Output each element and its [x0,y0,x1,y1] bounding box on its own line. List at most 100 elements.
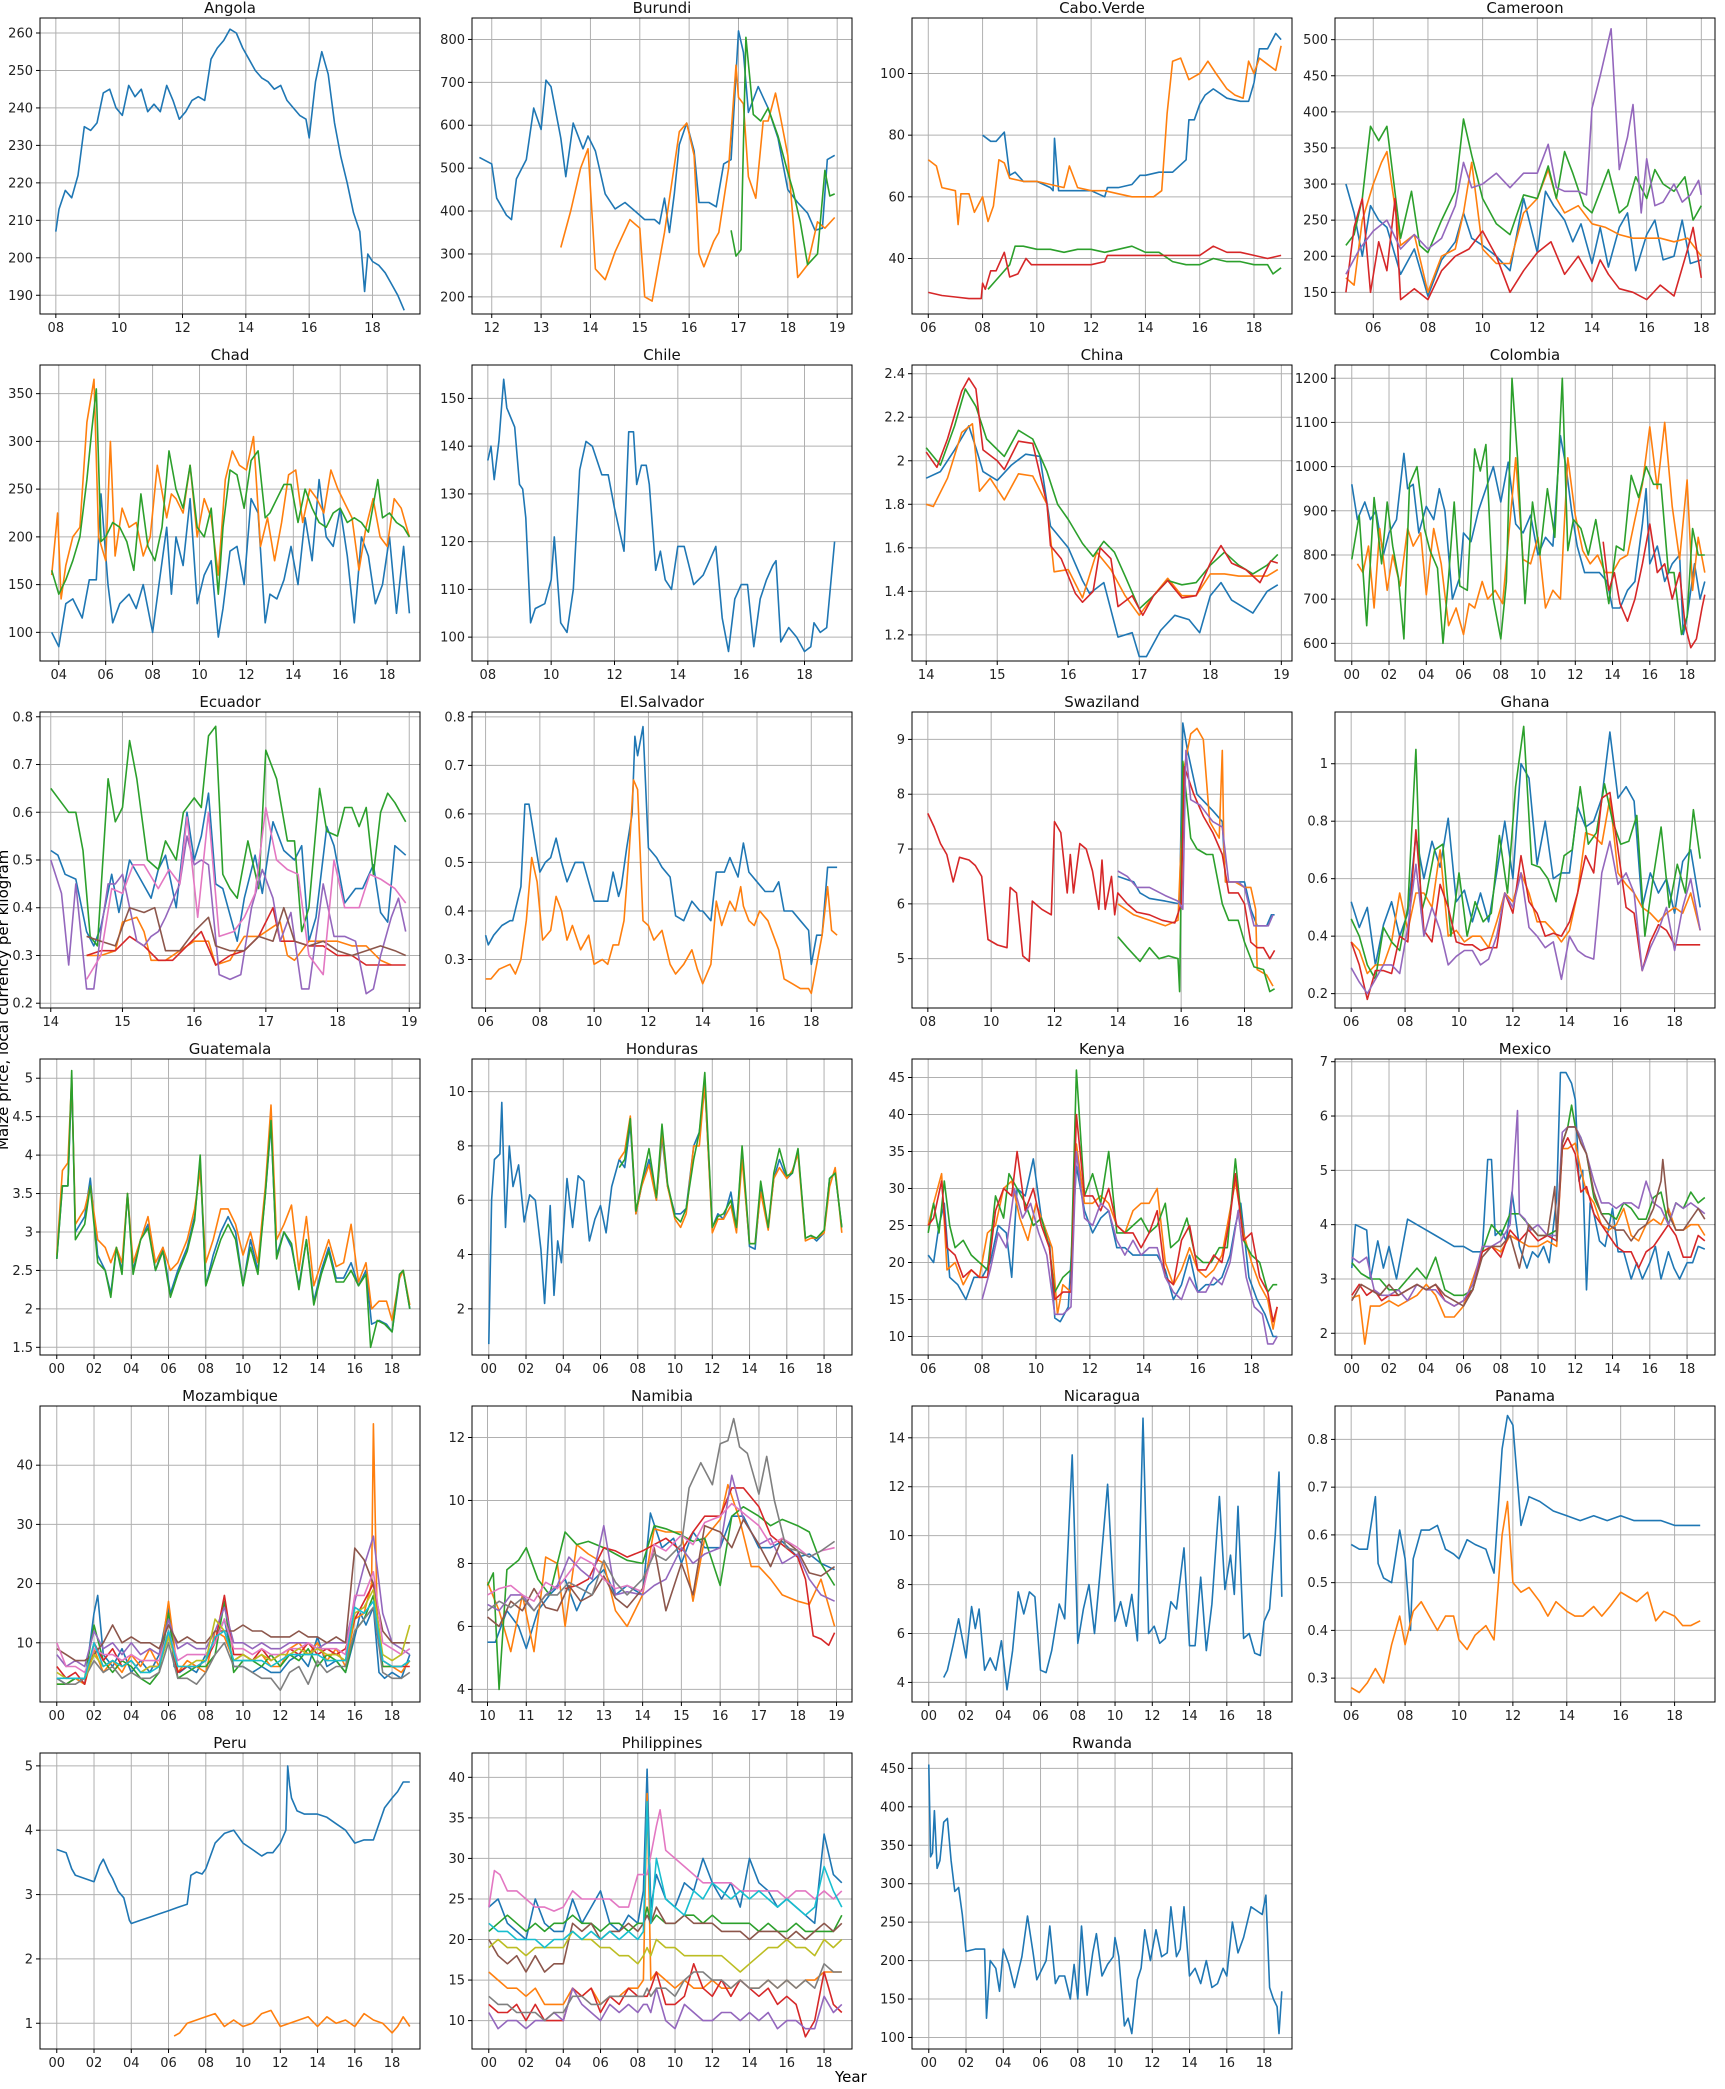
svg-text:08: 08 [1420,321,1437,336]
svg-text:30: 30 [448,1852,465,1867]
svg-text:08: 08 [630,1362,647,1377]
svg-text:0.3: 0.3 [12,949,33,964]
svg-text:130: 130 [440,487,465,502]
svg-text:18: 18 [1666,1015,1683,1030]
svg-text:06: 06 [1032,2056,1049,2071]
svg-text:12: 12 [1529,321,1546,336]
svg-text:08: 08 [144,668,161,683]
svg-text:12: 12 [1567,668,1584,683]
subplot-title: Namibia [631,1387,693,1405]
svg-text:04: 04 [1418,668,1435,683]
svg-text:40: 40 [888,1108,905,1123]
svg-text:300: 300 [440,247,465,262]
svg-text:08: 08 [1070,1709,1087,1724]
svg-text:190: 190 [8,289,33,304]
svg-text:7: 7 [897,843,905,858]
svg-text:12: 12 [704,2056,721,2071]
svg-text:08: 08 [1493,668,1510,683]
svg-text:250: 250 [8,483,33,498]
subplot-title: Rwanda [1072,1734,1132,1752]
svg-text:500: 500 [1303,33,1328,48]
svg-text:0.8: 0.8 [444,710,465,725]
svg-text:06: 06 [477,1015,494,1030]
svg-text:02: 02 [86,1709,103,1724]
svg-text:1: 1 [1320,757,1328,772]
svg-text:6: 6 [457,1620,465,1635]
svg-text:02: 02 [86,1362,103,1377]
svg-text:35: 35 [448,1811,465,1826]
svg-text:45: 45 [888,1071,905,1086]
svg-text:14: 14 [309,2056,326,2071]
svg-text:2.5: 2.5 [12,1264,33,1279]
svg-text:14: 14 [42,1015,59,1030]
svg-text:40: 40 [16,1459,33,1474]
svg-text:25: 25 [448,1892,465,1907]
svg-text:2: 2 [897,454,905,469]
subplot-title: Ecuador [199,693,261,711]
svg-text:14: 14 [741,1362,758,1377]
svg-text:300: 300 [8,435,33,450]
svg-text:800: 800 [440,33,465,48]
svg-text:14: 14 [309,1709,326,1724]
svg-text:1.5: 1.5 [12,1341,33,1356]
svg-text:04: 04 [995,1709,1012,1724]
svg-text:14: 14 [1181,1709,1198,1724]
svg-text:14: 14 [670,668,687,683]
subplot-chile: Chile 08 10 12 14 16 18 100 110 120 130 140 150 [440,346,862,692]
svg-text:14: 14 [582,321,599,336]
svg-text:4: 4 [897,1676,905,1691]
svg-text:16: 16 [186,1015,203,1030]
svg-text:18: 18 [1246,321,1263,336]
svg-text:8: 8 [457,1557,465,1572]
svg-text:100: 100 [440,631,465,646]
svg-text:12: 12 [606,668,623,683]
svg-text:16: 16 [301,321,318,336]
svg-text:02: 02 [86,2056,103,2071]
svg-text:0.5: 0.5 [1307,1576,1328,1591]
svg-text:10: 10 [191,668,208,683]
svg-text:16: 16 [1642,668,1659,683]
svg-text:13: 13 [596,1709,613,1724]
svg-text:30: 30 [888,1182,905,1197]
svg-text:10: 10 [1451,1015,1468,1030]
figure-y-axis-label: Maize price, local currency per kilogram [0,849,12,1150]
svg-text:1.2: 1.2 [884,628,905,643]
subplot-title: Nicaragua [1064,1387,1140,1405]
svg-text:150: 150 [880,1993,905,2008]
svg-text:200: 200 [8,251,33,266]
svg-text:04: 04 [555,1362,572,1377]
svg-text:400: 400 [1303,105,1328,120]
subplot-title: Panama [1495,1387,1555,1405]
subplot-swaziland: Swaziland 08 10 12 14 16 18 5 6 7 8 9 [897,693,1302,1039]
svg-text:16: 16 [347,1362,364,1377]
svg-text:06: 06 [1343,1709,1360,1724]
svg-text:16: 16 [681,321,698,336]
svg-text:16: 16 [1642,1362,1659,1377]
svg-text:14: 14 [634,1709,651,1724]
svg-text:14: 14 [1181,2056,1198,2071]
svg-text:1100: 1100 [1295,416,1328,431]
svg-text:15: 15 [673,1709,690,1724]
subplot-angola: Angola 08 10 12 14 16 18 190 200 210 220 230 240 250 2… [8,0,430,345]
svg-text:2: 2 [25,1302,33,1317]
svg-text:18: 18 [1236,1015,1253,1030]
svg-text:200: 200 [880,1954,905,1969]
subplot-mozambique: Mozambique 00 02 04 06 08 10 12 14 16 18 10 20 30 40 [16,1387,430,1733]
svg-text:10: 10 [888,1529,905,1544]
svg-text:16: 16 [1189,1362,1206,1377]
svg-text:14: 14 [918,668,935,683]
svg-text:0.6: 0.6 [12,806,33,821]
svg-text:08: 08 [198,1709,215,1724]
svg-text:2: 2 [25,1952,33,1967]
svg-text:10: 10 [1029,321,1046,336]
svg-text:18: 18 [796,668,813,683]
svg-text:4: 4 [457,1683,465,1698]
subplot-title: Swaziland [1064,693,1139,711]
svg-text:14: 14 [309,1362,326,1377]
svg-text:06: 06 [1343,1015,1360,1030]
svg-text:00: 00 [48,1709,65,1724]
svg-text:12: 12 [1082,1362,1099,1377]
svg-text:5: 5 [25,1759,33,1774]
figure-x-axis-label: Year [835,2068,867,2086]
